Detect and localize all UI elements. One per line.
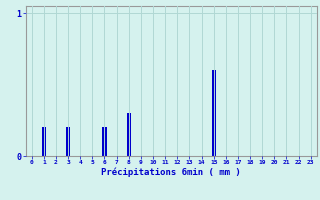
Bar <box>212 70 216 156</box>
Bar <box>66 127 70 156</box>
Bar <box>42 127 46 156</box>
X-axis label: Précipitations 6min ( mm ): Précipitations 6min ( mm ) <box>101 168 241 177</box>
Bar <box>127 113 131 156</box>
Bar <box>102 127 107 156</box>
